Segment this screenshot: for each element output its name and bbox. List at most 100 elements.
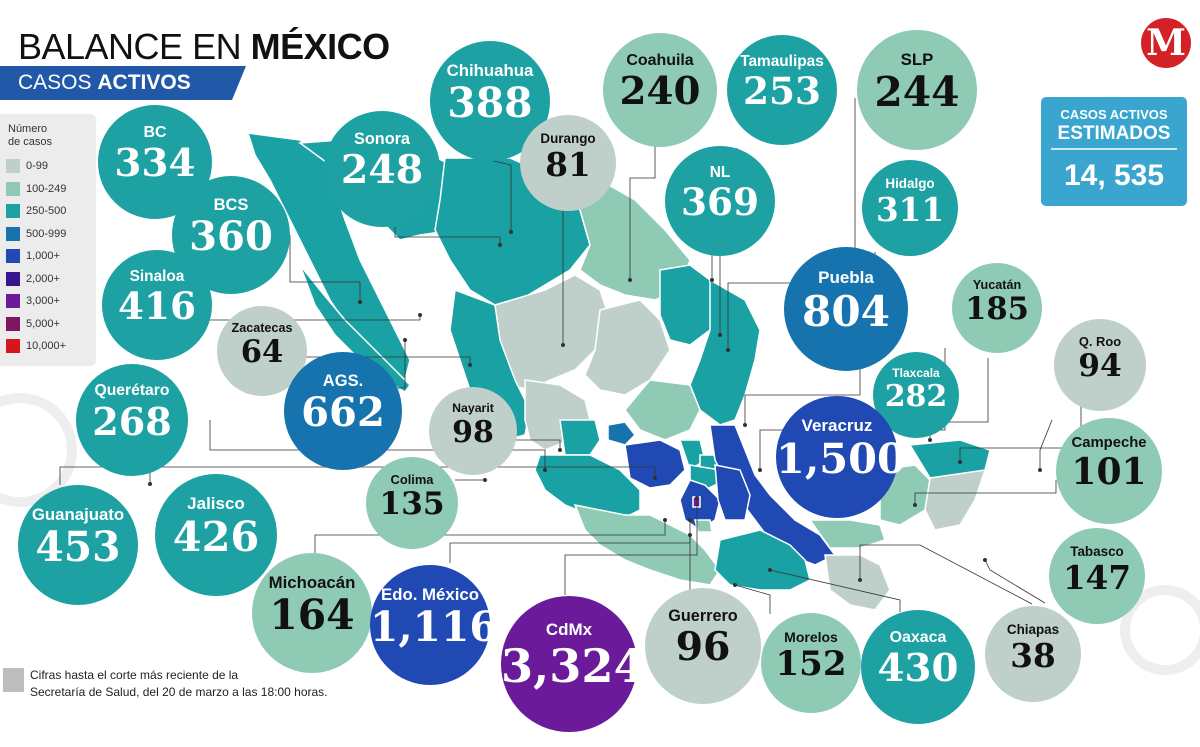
leader-line: [394, 227, 501, 245]
state-name: Guanajuato: [31, 504, 125, 524]
state-cases: 135: [379, 485, 445, 522]
state-bubble: Hidalgo 311: [862, 160, 958, 256]
state-region: [624, 379, 701, 441]
state-bubble: Tabasco 147: [1049, 528, 1145, 624]
state-cases: 147: [1062, 558, 1132, 598]
leader-dot: [628, 278, 632, 282]
state-region: [559, 419, 601, 456]
state-name: Oaxaca: [889, 628, 947, 646]
state-region: [694, 519, 713, 533]
state-cases: 426: [172, 512, 260, 562]
state-cases: 81: [545, 145, 591, 185]
state-bubble: NL 369: [665, 146, 775, 256]
state-name: Edo. México: [381, 584, 479, 604]
state-cases: 38: [1010, 636, 1056, 676]
state-name: Chiapas: [1006, 621, 1060, 637]
leader-dot: [468, 363, 472, 367]
leader-dot: [1038, 468, 1042, 472]
state-bubble: Oaxaca 430: [861, 610, 975, 724]
state-region: [584, 299, 671, 396]
milenio-logo: M: [1141, 18, 1191, 68]
footnote: Cifras hasta el corte más reciente de la…: [30, 668, 328, 699]
state-cases: 185: [965, 291, 1029, 328]
state-bubble: Chihuahua 388: [430, 41, 550, 161]
leader-dot: [695, 496, 699, 500]
leader-dot: [913, 503, 917, 507]
state-cases: 3,324: [501, 638, 646, 693]
state-name: Q. Roo: [1078, 334, 1122, 349]
state-bubble: Campeche 101: [1056, 418, 1162, 524]
leader-line: [859, 544, 1033, 605]
state-cases: 416: [117, 284, 197, 329]
leader-line: [564, 498, 698, 595]
state-region: [558, 174, 691, 301]
state-name: Sonora: [354, 129, 410, 148]
leader-line: [314, 520, 666, 553]
state-cases: 282: [884, 378, 948, 414]
legend-label: 100-249: [26, 182, 67, 195]
state-name: NL: [709, 163, 731, 181]
state-cases: 64: [240, 334, 284, 371]
legend-label: 500-999: [26, 227, 67, 240]
leader-dot: [483, 478, 487, 482]
state-bubble: Sonora 248: [324, 111, 440, 227]
leader-line: [495, 439, 561, 450]
estimate-label-1: CASOS ACTIVOS: [1060, 107, 1168, 122]
state-region: [299, 264, 411, 393]
legend-swatch: [6, 159, 20, 173]
state-region: [714, 464, 751, 521]
state-name: Campeche: [1071, 435, 1147, 452]
state-bubble: SLP 244: [857, 30, 977, 150]
state-region: [714, 529, 811, 591]
state-cases: 152: [775, 644, 847, 685]
legend-swatch: [6, 294, 20, 308]
state-bubble: Tamaulipas 253: [727, 35, 837, 145]
state-cases: 311: [875, 190, 945, 230]
leader-dot: [663, 518, 667, 522]
legend-swatch: [6, 271, 20, 286]
leader-dot: [688, 533, 692, 537]
state-cases: 240: [619, 68, 701, 114]
state-region: [607, 421, 636, 446]
state-cases: 244: [874, 67, 960, 116]
leader-dot: [758, 468, 762, 472]
leader-dot: [558, 448, 562, 452]
state-name: Zacatecas: [231, 320, 293, 335]
leader-line: [914, 480, 1057, 505]
state-region: [573, 503, 721, 586]
state-cases: 164: [269, 590, 355, 639]
state-name: Jalisco: [187, 493, 245, 513]
state-name: Puebla: [818, 267, 874, 287]
estimate-box: CASOS ACTIVOS ESTIMADOS 14, 535: [1041, 97, 1187, 206]
leader-dot: [768, 568, 772, 572]
leader-line: [629, 142, 656, 280]
legend-swatch: [6, 226, 20, 241]
estimate-divider: [1051, 148, 1177, 150]
state-name: Colima: [390, 472, 434, 487]
leader-dot: [858, 578, 862, 582]
leader-dot: [983, 558, 987, 562]
state-cases: 101: [1071, 451, 1147, 494]
legend-label: 250-500: [26, 205, 67, 217]
state-cases: 662: [301, 388, 385, 436]
state-name: BCS: [213, 195, 249, 215]
state-name: Yucatán: [972, 277, 1022, 292]
state-name: AGS.: [322, 371, 364, 391]
leader-line: [959, 390, 1082, 462]
state-name: Nayarit: [452, 401, 494, 416]
legend-label: 1,000+: [26, 250, 60, 262]
state-bubble: BCS 360: [172, 176, 290, 294]
state-bubble: Guerrero 96: [645, 588, 761, 704]
state-region: [824, 554, 891, 611]
state-cases: 1,500: [776, 434, 906, 484]
state-cases: 369: [680, 180, 760, 225]
state-name: Morelos: [784, 629, 838, 646]
state-name: Durango: [540, 130, 596, 146]
state-cases: 360: [189, 212, 273, 260]
state-name: Tlaxcala: [892, 365, 940, 380]
state-bubble: Coahuila 240: [603, 33, 717, 147]
state-name: Sinaloa: [129, 267, 185, 285]
state-name: BC: [143, 123, 167, 141]
legend-label: 5,000+: [26, 317, 60, 330]
leader-dot: [688, 518, 692, 522]
